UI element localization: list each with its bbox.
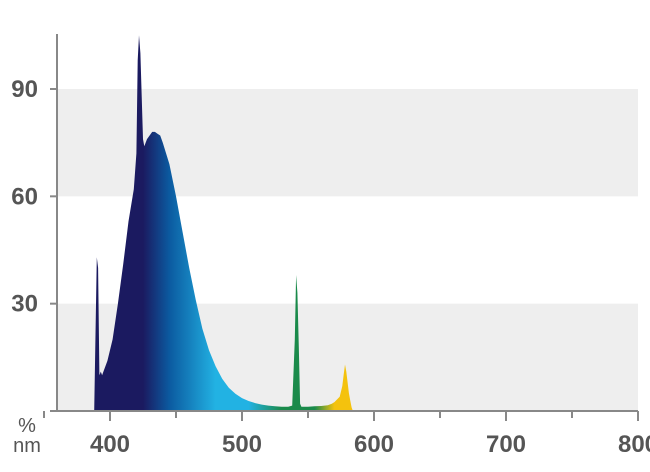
y-axis-unit-label: % [18,415,36,437]
x-tick-label-400: 400 [90,431,130,458]
x-tick-label-600: 600 [354,431,394,458]
y-tick-label-60: 60 [11,183,38,210]
x-tick-label-500: 500 [222,431,262,458]
x-tick-label-700: 700 [486,431,526,458]
y-tick-label-30: 30 [11,291,38,318]
x-tick-label-800: 800 [618,431,650,458]
y-tick-label-90: 90 [11,76,38,103]
spectrum-area [94,35,353,412]
x-axis-unit-label: nm [13,435,41,457]
